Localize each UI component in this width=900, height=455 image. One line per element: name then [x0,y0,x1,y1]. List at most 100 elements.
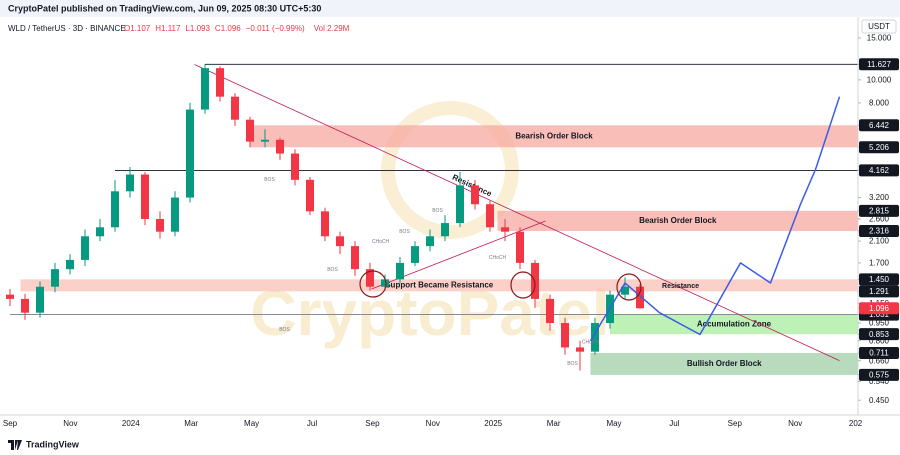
publisher-bar [0,0,900,17]
ohlc: O1.107 H1.117 L1.093 C1.096 −0.011 (−0.99%) V… [124,24,350,33]
candle-body [306,179,314,212]
y-tick-label: 0.540 [869,377,890,386]
candle-body [186,109,194,198]
projection-line [589,96,841,342]
candle-body [636,286,644,309]
candle-body [171,197,179,232]
ohlc-value: L1.093 [185,24,210,33]
x-tick-label: Sep [728,419,743,428]
x-tick-label: 2025 [484,419,502,428]
y-tick-label: 2.600 [869,215,890,224]
x-tick-label: Jul [307,419,317,428]
x-tick-label: 202 [849,419,863,428]
annotation: Resistance [662,283,699,290]
candle-body [456,185,464,224]
price-badge [859,273,899,286]
y-tick-label: 3.200 [869,193,890,202]
candle-body [576,347,584,352]
candle-body [216,68,224,97]
y-tick-label: 6.442 [869,121,890,130]
x-tick-label: May [244,419,259,428]
y-tick-label: 2.316 [869,227,890,236]
price-badge [859,119,899,132]
y-tick-label: 1.291 [869,287,890,296]
candle-body [126,174,134,192]
candle-body [81,236,89,260]
y-tick-label: 0.450 [869,396,890,405]
y-tick-label: 2.815 [869,206,890,215]
ohlc-value: H1.117 [155,24,181,33]
candle-body [396,262,404,280]
zone [250,125,858,148]
candle-body [351,246,359,270]
y-unit: USDT [868,22,890,31]
candle-body [546,298,554,324]
ohlc-value: C1.096 [215,24,241,33]
annotation: BOS [399,229,410,235]
annotation: CHoCH [582,339,600,345]
ohlc-value: −0.011 (−0.99%) [246,24,305,33]
candle-body [66,259,74,270]
candle-body [231,96,239,120]
y-tick-label: 11.627 [867,60,891,69]
x-tick-label: Nov [426,419,440,428]
annotation: BOS [327,267,338,273]
candle-body [111,191,119,228]
candle-body [471,185,479,205]
candle-body [6,294,14,299]
y-tick-label: 0.800 [869,336,890,345]
zone-label: Bullish Order Block [687,359,762,368]
price-badge [859,141,899,154]
unit-box [861,19,897,34]
x-tick-label: Nov [63,419,77,428]
annotation: BOS [432,208,443,214]
y-tick-label: 2.100 [869,237,890,246]
y-tick-label: 5.206 [869,143,890,152]
annotation: BOS [567,361,578,367]
x-tick-label: May [606,419,621,428]
y-tick-label: 1.450 [869,275,890,284]
y-tick-label: 0.575 [869,371,890,380]
x-tick-label: Jul [669,419,679,428]
candle-body [141,174,149,220]
y-tick-label: 1.096 [869,304,890,313]
candle-body [96,227,104,237]
candle-body [411,246,419,263]
volume: Vol 2.29M [314,24,350,33]
footer-bar [0,436,900,455]
candle-body [561,323,569,348]
annotation: BOS [264,177,275,183]
x-tick-label: Sep [365,419,380,428]
candle-body [21,298,29,313]
zone-label: Bearish Order Block [639,216,717,225]
y-tick-label: 4.162 [869,166,890,175]
price-badge [859,58,899,71]
candle-body [246,119,254,142]
annotation: CHoCH [489,255,507,261]
y-tick-label: 1.700 [869,259,890,268]
price-badge [859,302,899,315]
symbol: WLD / TetherUS · 3D · BINANCE [8,24,126,33]
price-badge [859,285,899,298]
candle-body [336,236,344,247]
candle-body [621,286,629,295]
publisher: CryptoPatel published on TradingView.com… [8,3,321,13]
zone-label: Bearish Order Block [515,131,593,140]
candle-body [501,227,509,232]
price-badge [859,346,899,359]
candle-body [201,68,209,110]
candle-body [591,323,599,352]
watermark-logo [381,101,519,239]
candle-body [51,269,59,287]
y-tick-label: 0.711 [869,349,889,358]
zone-label: Accumulation Zone [697,319,772,328]
candle-body [426,236,434,247]
candle-body [516,231,524,263]
y-tick-label: 10.000 [867,75,892,84]
price-badge [859,164,899,177]
ohlc-value: O1.107 [124,24,151,33]
x-tick-label: Nov [788,419,802,428]
highlight-circle [359,270,387,298]
